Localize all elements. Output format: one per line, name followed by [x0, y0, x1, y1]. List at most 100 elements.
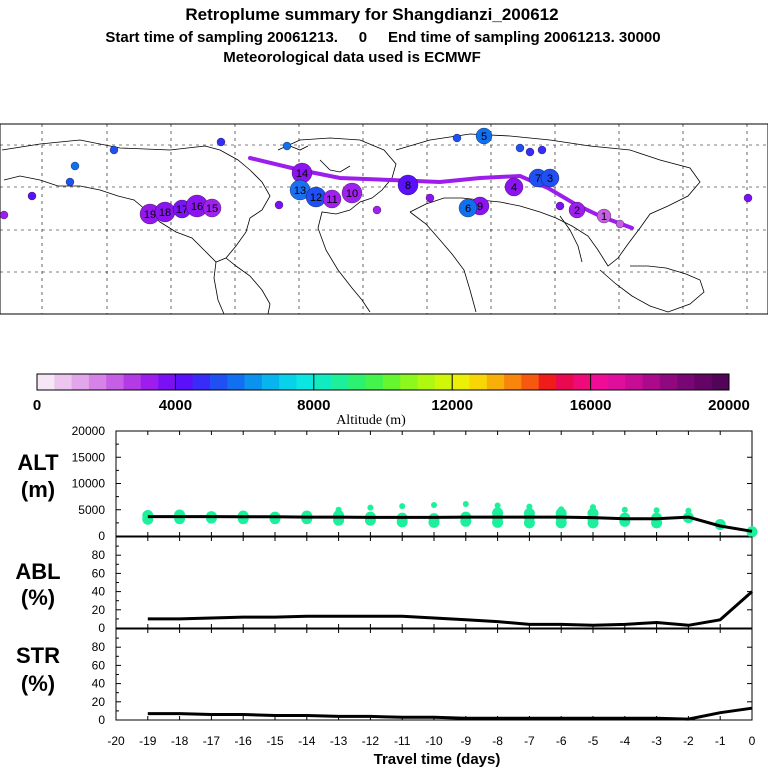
x-tick-label: -12 [362, 734, 380, 748]
colorbar-tick-label: 0 [33, 397, 41, 414]
panel-frame [115, 536, 753, 629]
map-cluster-marker [596, 208, 612, 224]
x-tick-label: -9 [460, 734, 471, 748]
map-particle-dot [537, 145, 547, 155]
colorbar: 0 4000 8000 12000 16000 20000 Altitude (m) [33, 373, 750, 428]
map-panel: 19 18 17 16 15 14 13 12 11 10 9 8 7 6 5 4 3 2 1 [0, 123, 768, 315]
colorbar-swatch [711, 374, 730, 390]
colorbar-swatch [261, 374, 280, 390]
colorbar-tick-label: 20000 [708, 397, 750, 414]
map-cluster-marker [540, 168, 560, 188]
map-cluster-label: 14 [296, 168, 308, 180]
map-cluster-label: 19 [144, 209, 156, 221]
colorbar-swatch [504, 374, 522, 390]
panel-frame [115, 628, 753, 721]
map-cluster-label: 7 [535, 173, 541, 185]
panel-unit: (%) [21, 585, 55, 610]
x-tick-label: -4 [619, 734, 630, 748]
x-tick-label: -8 [492, 734, 503, 748]
x-axis-label: Travel time (days) [374, 751, 501, 768]
colorbar-swatch [158, 374, 176, 390]
colorbar-swatch [556, 374, 574, 390]
colorbar-frame [36, 373, 730, 391]
alt-cluster-dot [558, 506, 565, 513]
x-tick-label: 0 [749, 734, 756, 748]
colorbar-swatch [434, 374, 453, 390]
panel-ytick-label: 10000 [72, 477, 106, 491]
colorbar-swatch [348, 374, 366, 390]
panel-1: 0 20 40 60 80 ABL(%) [15, 536, 753, 635]
x-tick-label: -6 [556, 734, 567, 748]
x-tick-label: -1 [715, 734, 726, 748]
colorbar-tick-label: 4000 [159, 397, 192, 414]
panel-unit: (%) [21, 671, 55, 696]
x-tick-label: -18 [171, 734, 189, 748]
map-cluster-label: 12 [310, 192, 322, 204]
map-cluster-marker [202, 198, 222, 218]
colorbar-tick-label: 12000 [431, 397, 473, 414]
map-cluster-label: 2 [574, 205, 580, 217]
colorbar-swatch [37, 374, 55, 390]
panel-ytick-label: 15000 [72, 450, 106, 464]
x-tick-label: -14 [298, 734, 316, 748]
x-tick-label: -3 [651, 734, 662, 748]
colorbar-tick-label: 16000 [570, 397, 612, 414]
colorbar-swatch [677, 374, 695, 390]
panel-ytick-label: 40 [92, 677, 106, 691]
colorbar-swatch [590, 374, 609, 390]
map-coastlines [1, 133, 705, 315]
x-tick-label: -7 [524, 734, 535, 748]
alt-cluster-dot [367, 504, 374, 511]
map-plume-marks: 19 18 17 16 15 14 13 12 11 10 9 8 7 6 5 4 3 2 1 [0, 127, 753, 230]
map-cluster-label: 4 [511, 182, 517, 194]
colorbar-swatch [313, 374, 332, 390]
alt-cluster-dot [174, 509, 186, 521]
chart-title: Retroplume summary for Shangdianzi_20061… [185, 5, 558, 24]
panel-ytick-label: 80 [92, 548, 106, 562]
panel-ytick-label: 5000 [78, 503, 105, 517]
colorbar-swatches [37, 374, 730, 390]
alt-cluster-dot [746, 526, 758, 538]
map-particle-dot [282, 141, 292, 151]
colorbar-label: Altitude (m) [336, 413, 406, 428]
map-particle-dot [615, 219, 625, 229]
alt-cluster-dot [431, 502, 437, 509]
map-graticule [0, 124, 768, 314]
alt-cluster-dot [653, 507, 660, 514]
map-cluster-label: 10 [346, 188, 358, 200]
alt-cluster-dot [621, 506, 628, 513]
chart-subtitle: Start time of sampling 20061213. 0 End t… [105, 29, 660, 46]
panel-ytick-label: 20000 [72, 424, 106, 438]
colorbar-swatch [175, 374, 193, 390]
map-particle-dot [515, 143, 525, 153]
x-axis: -20 -19 -18 -17 -16 -15 -14 -13 -12 -11 -10 -9 -8 -7-… [107, 734, 755, 748]
colorbar-swatch [486, 374, 505, 390]
x-tick-label: -15 [266, 734, 284, 748]
panel-series-line [147, 515, 753, 533]
map-frame [0, 123, 768, 315]
colorbar-swatch [694, 374, 712, 390]
panel-series-line [147, 590, 753, 627]
map-cluster-marker [504, 177, 524, 197]
map-particle-dot [743, 193, 753, 203]
colorbar-swatch [625, 374, 643, 390]
colorbar-swatch [140, 374, 159, 390]
x-tick-label: -19 [139, 734, 157, 748]
alt-cluster-dot [399, 503, 406, 510]
alt-cluster-dot [494, 502, 501, 509]
colorbar-swatch [54, 374, 72, 390]
panel-series-line [147, 706, 753, 721]
map-cluster-label: 6 [465, 203, 471, 215]
map-cluster-label: 8 [405, 180, 411, 192]
map-cluster-label: 1 [601, 211, 607, 223]
alt-cluster-dot [462, 500, 469, 507]
alt-cluster-dot [526, 503, 533, 510]
map-cluster-label: 17 [176, 204, 188, 216]
colorbar-swatch [521, 374, 539, 390]
panel-ytick-label: 0 [98, 621, 105, 635]
colorbar-swatch [607, 374, 626, 390]
colorbar-swatch [400, 374, 418, 390]
panel-ytick-label: 60 [92, 566, 106, 580]
map-cluster-marker [341, 182, 363, 204]
